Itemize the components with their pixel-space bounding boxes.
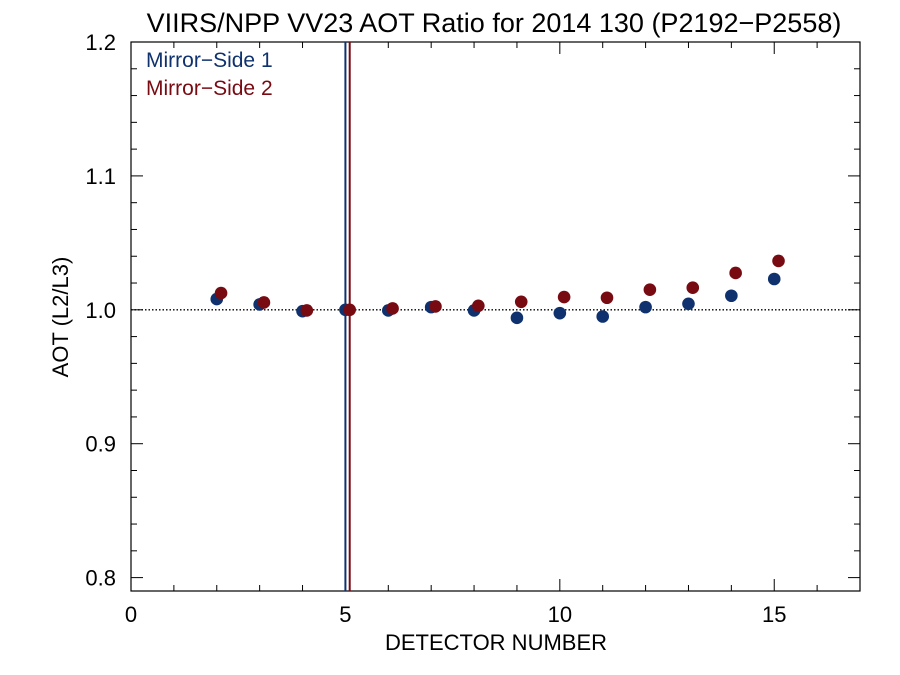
y-tick-label: 1.0 (85, 298, 116, 323)
data-point-series-2 (772, 254, 785, 268)
legend-entry-series-1: Mirror−Side 1 (146, 49, 273, 72)
y-tick-label: 1.1 (85, 164, 116, 189)
x-tick-label: 5 (339, 602, 351, 627)
data-point-series-1 (725, 289, 738, 303)
data-point-series-2 (729, 266, 742, 280)
data-point-series-1 (767, 272, 781, 286)
plot-frame (130, 41, 861, 592)
data-point-series-2 (214, 286, 228, 300)
plot-area: 0 5 10 15 0.8 0.9 1.0 1.1 1.2 Mirror−Side 1 Mirror… (85, 30, 861, 627)
x-axis-label: DETECTOR NUMBER (385, 630, 607, 655)
y-tick-label: 1.2 (85, 30, 116, 55)
chart-title: VIIRS/NPP VV23 AOT Ratio for 2014 130 (P… (147, 8, 842, 38)
data-point-series-2 (257, 296, 271, 309)
data-point-series-2 (429, 300, 442, 313)
legend-entry-series-2: Mirror−Side 2 (146, 77, 273, 100)
data-point-series-2 (386, 302, 399, 315)
data-point-series-2 (300, 304, 314, 317)
y-axis-label: AOT (L2/L3) (48, 257, 73, 378)
data-point-series-2 (557, 290, 571, 304)
data-point-series-1 (510, 311, 524, 325)
data-point-series-1 (596, 310, 610, 323)
data-point-series-2 (643, 283, 657, 297)
data-point-series-1 (639, 300, 652, 314)
data-point-series-1 (553, 306, 567, 320)
data-point-series-1 (682, 297, 695, 311)
data-point-series-2 (686, 281, 700, 295)
data-point-series-2 (514, 295, 528, 309)
data-point-series-2 (600, 291, 614, 305)
data-point-series-2 (343, 303, 357, 317)
x-tick-label: 0 (125, 602, 137, 627)
x-tick-label: 15 (762, 602, 786, 627)
y-tick-label: 0.9 (85, 432, 116, 457)
data-point-series-2 (472, 299, 485, 313)
y-tick-label: 0.8 (85, 566, 116, 591)
x-tick-label: 10 (548, 602, 572, 627)
